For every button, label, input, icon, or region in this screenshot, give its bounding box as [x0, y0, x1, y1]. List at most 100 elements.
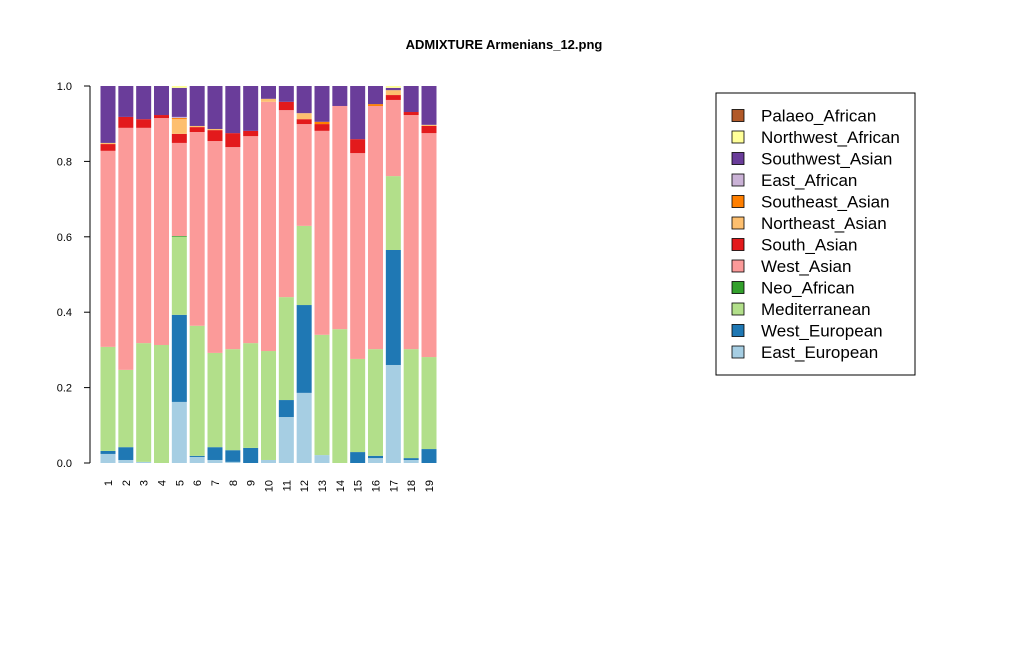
y-tick-label: 0.8 [57, 156, 72, 168]
bars [100, 86, 437, 463]
bar-segment-5-northeast-asian [171, 119, 187, 134]
bar-segment-18-southwest-asian [403, 86, 419, 113]
bar-segment-16-mediterranean [368, 349, 383, 456]
bar-segment-17-west-european [385, 249, 401, 365]
y-tick-label: 1.0 [57, 81, 72, 93]
legend-swatch [731, 152, 745, 165]
bar-segment-8-mediterranean [225, 349, 241, 451]
bar-segment-3-west-asian [136, 127, 152, 344]
bar-segment-5-southwest-asian [171, 87, 187, 117]
x-axis: 1 2 3 4 5 6 7 8 9 10 11 12 13 14 15 16 17 18 19 [103, 480, 436, 492]
bar-segment-4-south-asian [154, 115, 169, 119]
legend-swatch [731, 216, 745, 230]
bar-segment-4-west-asian [154, 118, 169, 345]
bar-segment-7-west-european [207, 447, 223, 460]
bar-segment-6-west-asian [189, 131, 205, 326]
legend-label: Palaeo_African [761, 107, 876, 126]
bar-segment-5-west-european [171, 314, 187, 402]
bar-segment-14-mediterranean [332, 329, 348, 463]
bar-segment-18-east-european [403, 459, 419, 463]
bar-segment-5-east-european [171, 401, 187, 463]
y-tick-label: 0.0 [57, 458, 72, 470]
bar-segment-13-southeast-asian [314, 121, 330, 125]
bar-segment-3-east-european [136, 461, 152, 463]
y-tick-label: 0.2 [57, 383, 72, 395]
x-tick-label: 5 [174, 480, 186, 486]
legend-swatch [731, 302, 745, 316]
bar-segment-4-southwest-asian [154, 86, 169, 116]
bar-segment-5-south-asian [171, 133, 187, 143]
legend-label: South_Asian [761, 236, 857, 255]
legend-label: West_European [761, 322, 883, 341]
x-tick-label: 17 [388, 480, 400, 492]
y-tick-label: 0.6 [57, 232, 72, 244]
legend-box [715, 92, 916, 376]
legend-label: Mediterranean [761, 300, 871, 319]
bar-segment-8-east-european [225, 461, 241, 463]
bar-segment-5-west-asian [171, 142, 187, 237]
bar-segment-13-mediterranean [314, 334, 330, 456]
x-tick-label: 10 [264, 480, 276, 492]
legend-swatch [731, 173, 745, 187]
bar-segment-6-mediterranean [189, 325, 205, 456]
bar-segment-19-west-asian [421, 133, 437, 358]
bar-segment-17-south-asian [385, 95, 401, 100]
bar-segment-12-northeast-asian [296, 113, 312, 120]
x-tick-label: 7 [210, 480, 222, 486]
bar-segment-1-southwest-asian [100, 86, 116, 143]
x-tick-label: 2 [121, 480, 133, 486]
bar-segment-8-southwest-asian [225, 86, 241, 134]
bar-segment-17-east-european [385, 364, 401, 463]
bar-segment-11-east-european [278, 417, 294, 463]
bar-segment-11-southwest-asian [278, 86, 294, 102]
bar-segment-1-south-asian [100, 144, 116, 151]
bar-segment-6-southwest-asian [189, 86, 205, 126]
chart-title: ADMIXTURE Armenians_12.png [406, 37, 603, 52]
bar-segment-8-south-asian [225, 133, 241, 148]
bar-segment-4-mediterranean [154, 344, 169, 463]
bar-segment-7-mediterranean [207, 352, 223, 448]
x-tick-label: 15 [353, 480, 365, 492]
bar-segment-15-mediterranean [350, 358, 366, 453]
bar-segment-5-northwest-african [171, 86, 187, 88]
bar-segment-15-southwest-asian [350, 86, 366, 140]
legend-swatch [731, 130, 745, 144]
bar-segment-11-west-european [278, 400, 294, 418]
bar-segment-11-west-asian [278, 110, 294, 298]
bar-segment-15-south-asian [350, 139, 366, 154]
y-tick-label: 0.4 [57, 307, 72, 319]
bar-segment-6-northeast-asian [189, 125, 205, 128]
bar-segment-6-west-european [189, 455, 205, 457]
x-tick-label: 4 [157, 480, 169, 486]
bar-segment-11-mediterranean [278, 297, 294, 401]
bar-segment-18-west-european [403, 458, 419, 460]
bar-segment-16-southwest-asian [368, 86, 383, 105]
bar-segment-17-northwest-african [385, 86, 401, 88]
bar-segment-10-west-asian [261, 101, 276, 352]
bar-segment-6-east-european [189, 456, 205, 463]
bar-segment-13-south-asian [314, 124, 330, 131]
bar-segment-17-west-asian [385, 99, 401, 177]
bar-segment-2-west-asian [118, 127, 134, 370]
bar-segment-5-east-african [171, 116, 187, 119]
x-tick-label: 1 [103, 480, 115, 486]
legend-swatch [731, 259, 745, 273]
bar-segment-15-west-asian [350, 153, 366, 359]
bar-segment-19-south-asian [421, 125, 437, 134]
bar-segment-3-south-asian [136, 119, 152, 128]
bar-segment-16-southeast-asian [368, 104, 383, 106]
x-tick-label: 8 [228, 480, 240, 486]
bar-segment-8-west-european [225, 450, 241, 462]
bar-segment-1-northeast-asian [100, 142, 116, 145]
bar-segment-13-west-asian [314, 130, 330, 335]
bar-segment-9-southwest-asian [243, 86, 259, 131]
bar-segment-17-mediterranean [385, 176, 401, 250]
legend-label: Southwest_Asian [761, 150, 892, 169]
bar-segment-7-east-european [207, 459, 223, 463]
legend: Palaeo_African Northwest_African Southwest… [715, 92, 916, 376]
bar-segment-2-southwest-asian [118, 86, 134, 117]
bar-segment-9-west-asian [243, 136, 259, 344]
bar-segment-3-southwest-asian [136, 86, 152, 120]
bar-segment-17-southwest-asian [385, 87, 401, 91]
